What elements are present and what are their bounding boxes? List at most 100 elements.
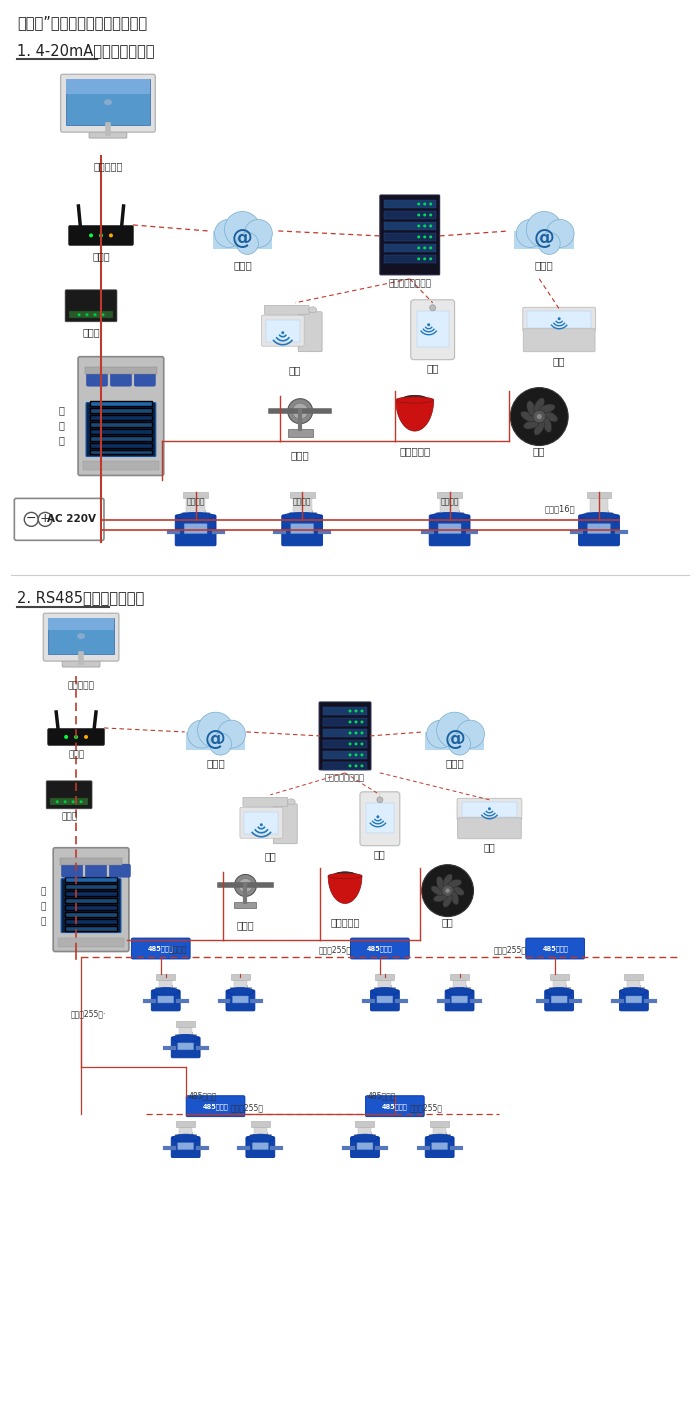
Text: 信号输出: 信号输出 (169, 946, 187, 954)
FancyBboxPatch shape (65, 912, 117, 916)
Circle shape (445, 888, 450, 893)
FancyBboxPatch shape (457, 798, 522, 820)
FancyBboxPatch shape (186, 1096, 245, 1117)
FancyBboxPatch shape (90, 449, 152, 454)
Circle shape (424, 214, 426, 217)
FancyBboxPatch shape (176, 1121, 195, 1127)
FancyBboxPatch shape (85, 367, 157, 374)
FancyBboxPatch shape (351, 1137, 379, 1158)
Text: 单机版电脑: 单机版电脑 (93, 160, 122, 172)
Text: 声光报警器: 声光报警器 (399, 446, 430, 456)
FancyBboxPatch shape (587, 523, 610, 533)
FancyBboxPatch shape (65, 898, 117, 903)
FancyBboxPatch shape (429, 515, 470, 546)
Circle shape (429, 214, 432, 217)
FancyBboxPatch shape (323, 751, 367, 758)
Text: 互联网: 互联网 (535, 260, 554, 270)
FancyBboxPatch shape (440, 511, 459, 516)
FancyBboxPatch shape (151, 991, 180, 1010)
Circle shape (237, 232, 258, 255)
FancyBboxPatch shape (438, 492, 462, 498)
Circle shape (188, 720, 216, 749)
FancyBboxPatch shape (61, 75, 155, 132)
FancyBboxPatch shape (244, 812, 279, 834)
FancyBboxPatch shape (254, 1126, 267, 1135)
FancyBboxPatch shape (86, 402, 156, 456)
FancyBboxPatch shape (553, 978, 566, 989)
Ellipse shape (521, 411, 535, 422)
Ellipse shape (436, 877, 445, 891)
Text: 讯: 讯 (41, 903, 46, 912)
FancyBboxPatch shape (627, 985, 640, 992)
FancyBboxPatch shape (384, 200, 435, 208)
FancyBboxPatch shape (323, 718, 367, 726)
FancyBboxPatch shape (358, 1133, 372, 1138)
Circle shape (71, 801, 75, 803)
Circle shape (488, 808, 491, 810)
Ellipse shape (176, 512, 214, 521)
FancyBboxPatch shape (90, 429, 152, 433)
Circle shape (429, 235, 432, 238)
Ellipse shape (333, 872, 357, 879)
FancyBboxPatch shape (160, 978, 172, 989)
Text: 互联网: 互联网 (445, 758, 464, 768)
Ellipse shape (328, 874, 362, 879)
FancyBboxPatch shape (48, 618, 114, 654)
Text: 可连接255台: 可连接255台 (230, 1103, 263, 1112)
FancyBboxPatch shape (429, 1134, 450, 1138)
Circle shape (429, 246, 432, 249)
Ellipse shape (543, 411, 558, 422)
FancyBboxPatch shape (290, 523, 314, 533)
FancyBboxPatch shape (579, 515, 620, 546)
FancyBboxPatch shape (523, 307, 596, 331)
Circle shape (417, 225, 420, 228)
Circle shape (102, 314, 104, 317)
Circle shape (424, 257, 426, 260)
Text: 通: 通 (58, 405, 64, 415)
FancyBboxPatch shape (48, 618, 114, 630)
FancyBboxPatch shape (175, 1134, 196, 1138)
Text: 线: 线 (58, 436, 64, 446)
FancyBboxPatch shape (384, 234, 435, 241)
Text: 机气猫”系列带显示固定式检测仪: 机气猫”系列带显示固定式检测仪 (18, 15, 148, 31)
FancyBboxPatch shape (90, 436, 152, 440)
Circle shape (56, 801, 59, 803)
FancyBboxPatch shape (370, 991, 399, 1010)
Circle shape (417, 246, 420, 249)
FancyBboxPatch shape (78, 357, 164, 476)
Text: 485中继器: 485中继器 (368, 1092, 396, 1100)
FancyBboxPatch shape (175, 515, 216, 546)
FancyBboxPatch shape (450, 975, 469, 981)
FancyBboxPatch shape (365, 1096, 424, 1117)
FancyBboxPatch shape (587, 492, 612, 498)
Text: 手机: 手机 (374, 848, 386, 858)
Text: 通: 通 (41, 888, 46, 896)
Circle shape (354, 720, 358, 723)
FancyBboxPatch shape (253, 1142, 268, 1150)
Circle shape (517, 219, 544, 248)
FancyBboxPatch shape (234, 978, 247, 989)
Circle shape (456, 720, 484, 749)
FancyBboxPatch shape (160, 985, 172, 992)
FancyBboxPatch shape (524, 329, 595, 352)
Circle shape (437, 712, 473, 749)
FancyBboxPatch shape (90, 408, 152, 412)
Circle shape (25, 512, 38, 526)
FancyBboxPatch shape (440, 497, 459, 515)
Circle shape (349, 732, 351, 734)
Circle shape (38, 512, 52, 526)
FancyBboxPatch shape (433, 1133, 446, 1138)
Circle shape (197, 712, 234, 749)
Text: 手机: 手机 (426, 363, 439, 373)
Text: @: @ (205, 729, 226, 749)
FancyBboxPatch shape (452, 996, 468, 1003)
FancyBboxPatch shape (586, 512, 612, 516)
Ellipse shape (621, 988, 647, 995)
Circle shape (533, 411, 545, 424)
FancyBboxPatch shape (87, 373, 108, 386)
Ellipse shape (104, 100, 112, 106)
Text: AC 220V: AC 220V (47, 515, 96, 525)
FancyBboxPatch shape (65, 905, 117, 909)
FancyBboxPatch shape (319, 702, 371, 770)
FancyBboxPatch shape (66, 79, 150, 94)
